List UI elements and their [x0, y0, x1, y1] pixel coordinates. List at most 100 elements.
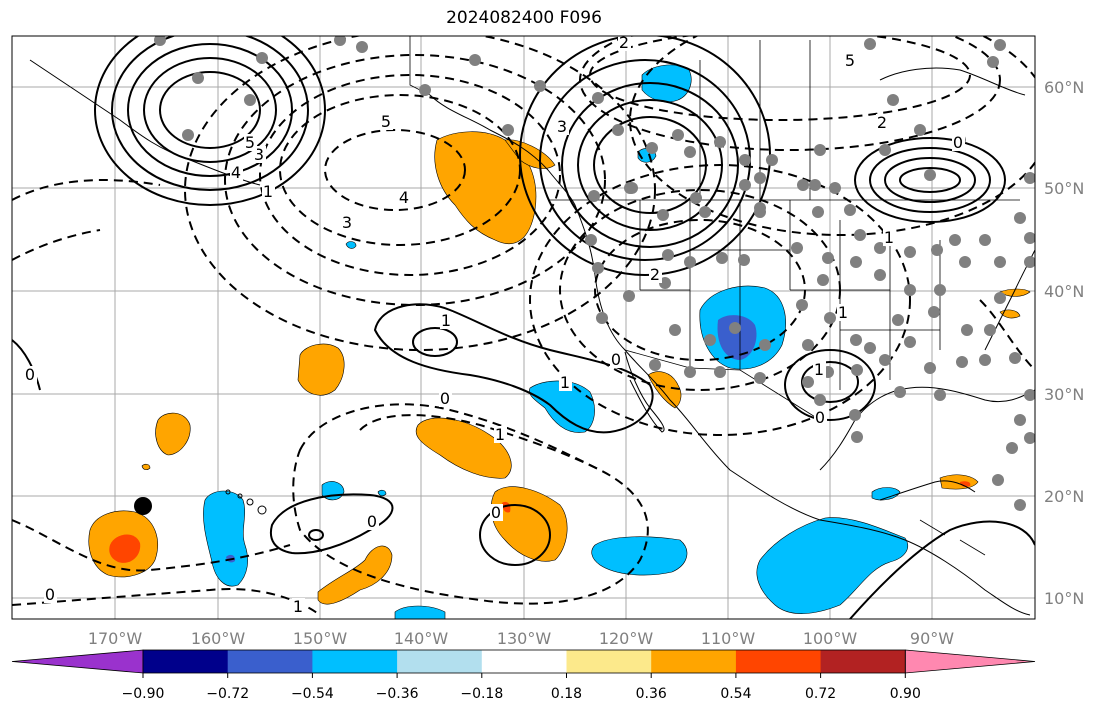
contour-line [12, 519, 291, 572]
colorbar-segment [397, 650, 483, 673]
colorbar-outline [142, 649, 906, 674]
station-dot [887, 94, 899, 106]
station-dot [716, 252, 728, 264]
contour-label-bg [837, 304, 850, 321]
contour-label-bg [366, 513, 379, 530]
contour-line [159, 71, 261, 149]
contour-label: 3 [557, 117, 567, 136]
contour-label: 3 [342, 213, 352, 232]
contour-label-bg [814, 409, 827, 426]
station-dot [802, 376, 814, 388]
station-dot [684, 146, 696, 158]
colorbar-tick-label: −0.54 [291, 686, 334, 702]
station-dot [1014, 499, 1026, 511]
contour-label-bg [380, 113, 393, 130]
contour-label-bg [24, 366, 37, 383]
station-dot [502, 124, 514, 136]
station-dot [914, 124, 926, 136]
station-dot [154, 36, 166, 46]
station-dot [714, 366, 726, 378]
contour-line [412, 327, 458, 357]
anomaly-patch [756, 517, 909, 614]
coastline-baja [624, 351, 665, 433]
station-dot [754, 172, 766, 184]
station-dot [850, 256, 862, 268]
station-dot [850, 334, 862, 346]
station-dot [662, 249, 674, 261]
contour-line [224, 54, 606, 306]
station-dot [928, 306, 940, 318]
station-dot [1024, 172, 1035, 184]
colorbar-segment [566, 650, 652, 673]
station-dot [894, 386, 906, 398]
contour-label: 1 [884, 228, 894, 247]
station-dot [469, 54, 481, 66]
station-dot [924, 362, 936, 374]
contour-label: 1 [495, 425, 505, 444]
station-dot [984, 324, 996, 336]
station-dot [994, 292, 1006, 304]
contour-label-bg [610, 351, 623, 368]
station-dot [244, 94, 256, 106]
contour-label-bg [341, 214, 354, 231]
station-dot [979, 354, 991, 366]
station-dot [809, 179, 821, 191]
contour-line [884, 157, 976, 203]
station-dot [864, 342, 876, 354]
contour-label-bg [440, 312, 453, 329]
station-dot [892, 314, 904, 326]
contour-label-bg [490, 504, 503, 521]
station-dot [704, 334, 716, 346]
contour-label-bg [292, 598, 305, 615]
station-dot [672, 129, 684, 141]
contour-line [629, 36, 1035, 236]
contour-label: 4 [399, 188, 409, 207]
station-dot [690, 192, 702, 204]
contour-line [579, 36, 1001, 151]
station-dot [1006, 442, 1018, 454]
station-dot [739, 179, 751, 191]
contour-label: 0 [440, 389, 450, 408]
station-dot [854, 229, 866, 241]
anomaly-patch [591, 536, 688, 576]
station-dot [844, 204, 856, 216]
colorbar-segment [820, 650, 906, 673]
station-dot [1014, 414, 1026, 426]
station-dot [851, 364, 863, 376]
contour-label: 5 [845, 51, 855, 70]
station-dot [979, 234, 991, 246]
station-dot [796, 299, 808, 311]
colorbar-segment [227, 650, 313, 673]
contour-label: 0 [953, 133, 963, 152]
station-dot [814, 394, 826, 406]
contour-label: 1 [263, 182, 273, 201]
contour-line [308, 529, 324, 541]
contour-label-bg [494, 426, 507, 443]
station-dot [949, 234, 961, 246]
colorbar-tick-label: 0.54 [720, 686, 751, 702]
station-dot [596, 312, 608, 324]
central-america-borders [919, 519, 986, 556]
longitude-label: 130°W [497, 629, 552, 648]
colorbar-tick-label: −0.90 [122, 686, 165, 702]
station-dot [959, 256, 971, 268]
station-dot [684, 256, 696, 268]
longitude-label: 170°W [88, 629, 143, 648]
contour-label: 0 [611, 350, 621, 369]
station-dot [649, 359, 661, 371]
contour-line [359, 414, 601, 471]
anomaly-core [109, 534, 141, 563]
contour-label: 3 [254, 145, 264, 164]
station-dot [1014, 212, 1026, 224]
longitude-label: 100°W [803, 629, 858, 648]
contour-label: 1 [560, 373, 570, 392]
station-dot [904, 246, 916, 258]
station-dot [534, 80, 546, 92]
contour-label: 2 [619, 33, 629, 52]
colorbar-tick-label: −0.36 [376, 686, 419, 702]
contour-line [12, 588, 321, 616]
contour-label-bg [649, 266, 662, 283]
coastline-gulf-of-mexico [819, 386, 1035, 471]
contour-label-bg [844, 52, 857, 69]
contour-label-bg [230, 164, 243, 181]
